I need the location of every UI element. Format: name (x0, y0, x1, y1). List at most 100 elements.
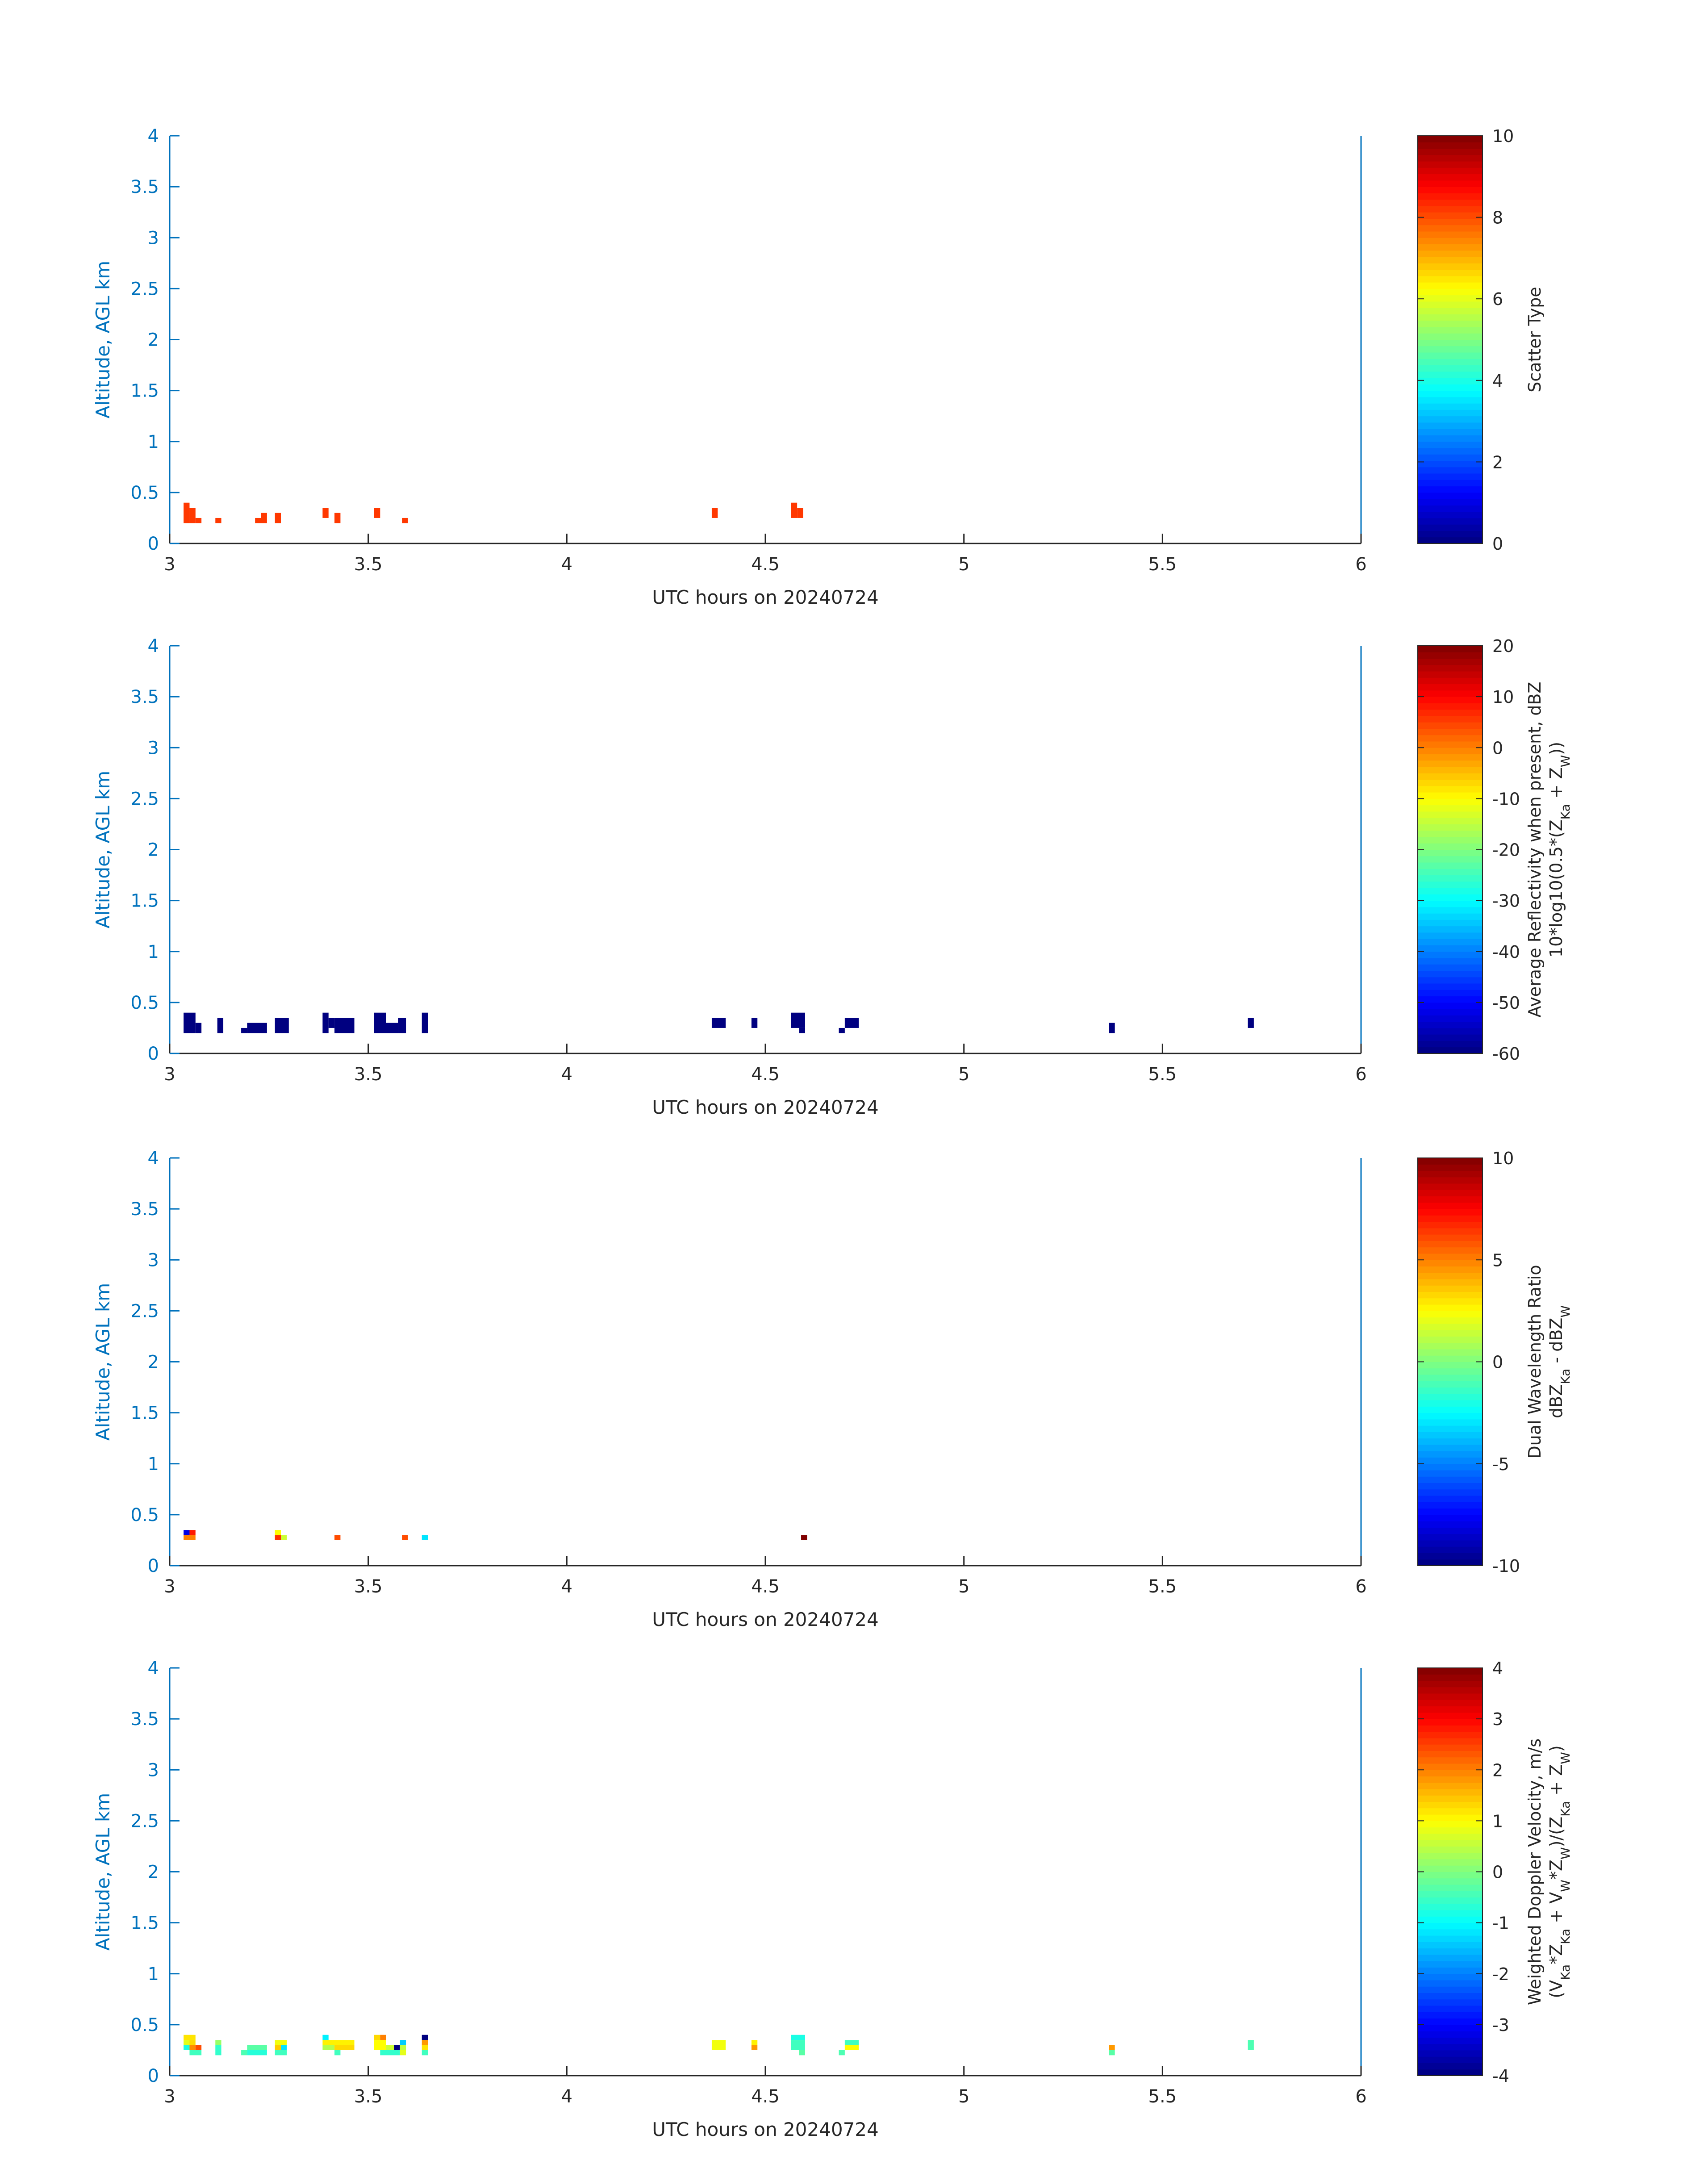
colorbar-tick-label: -10 (1492, 1556, 1520, 1576)
colorbar-swatch (1418, 1865, 1482, 1872)
heatmap-cell (1248, 2040, 1254, 2050)
heatmap-cell (322, 508, 329, 518)
colorbar-swatch (1418, 881, 1482, 888)
heatmap-cell (322, 2045, 335, 2050)
colorbar-swatch (1418, 397, 1482, 404)
x-axis-label: UTC hours on 20240724 (652, 2119, 879, 2140)
colorbar-swatch (1418, 511, 1482, 518)
colorbar-tick-label: -10 (1492, 789, 1520, 809)
heatmap-cells (184, 1530, 807, 1540)
colorbar-swatch (1418, 1680, 1482, 1688)
colorbar-swatch (1418, 1738, 1482, 1745)
colorbar-swatch (1418, 1489, 1482, 1496)
colorbar-swatch (1418, 2050, 1482, 2057)
colorbar-swatch (1418, 2056, 1482, 2063)
colorbar-swatch (1418, 836, 1482, 844)
colorbar-swatch (1418, 715, 1482, 723)
colorbar-swatch (1418, 1438, 1482, 1445)
y-tick-label: 0 (148, 1556, 159, 1576)
colorbar-tick-label: -50 (1492, 993, 1520, 1013)
colorbar-swatch (1418, 1247, 1482, 1254)
colorbar-swatch (1418, 1028, 1482, 1035)
colorbar-swatch (1418, 460, 1482, 468)
colorbar-swatch (1418, 1457, 1482, 1464)
heatmap-cell (374, 2035, 380, 2040)
heatmap-cell (751, 2040, 758, 2045)
colorbar-swatch (1418, 1839, 1482, 1847)
colorbar-swatch (1418, 1744, 1482, 1751)
heatmap-cell (189, 2045, 196, 2050)
y-tick-label: 0.5 (130, 993, 159, 1013)
colorbar-tick-label: 0 (1492, 1353, 1503, 1372)
colorbar-swatch (1418, 1501, 1482, 1509)
heatmap-cell (334, 2045, 355, 2050)
heatmap-cell (386, 2045, 398, 2050)
heatmap-cell (374, 2040, 386, 2050)
heatmap-cell (791, 2035, 805, 2040)
colorbar-swatch (1418, 798, 1482, 806)
colorbar-swatch (1418, 1552, 1482, 1560)
colorbar-swatch (1418, 1196, 1482, 1203)
colorbar-swatch (1418, 1380, 1482, 1388)
colorbar-swatch (1418, 256, 1482, 263)
colorbar-swatch (1418, 1731, 1482, 1738)
heatmap-cell (400, 2045, 406, 2050)
colorbar-swatch (1418, 352, 1482, 359)
x-tick-label: 5 (958, 1576, 969, 1597)
colorbar-swatch (1418, 1929, 1482, 1936)
colorbar-swatch (1418, 875, 1482, 882)
colorbar-swatch (1418, 907, 1482, 914)
colorbar: -10 -5 0 5 10 Dual Wavelength Ratio dBZKa - dB… (1417, 1149, 1573, 1576)
colorbar-swatch (1418, 1177, 1482, 1184)
colorbar-swatch (1418, 1425, 1482, 1432)
colorbar-swatch (1418, 1170, 1482, 1178)
colorbar-tick-label: 0 (1492, 534, 1503, 554)
y-tick-label: 1 (148, 1454, 159, 1475)
heatmap-cell (801, 1535, 807, 1540)
colorbar-swatch (1418, 1495, 1482, 1502)
heatmap-cell (184, 1530, 190, 1535)
colorbar-swatch (1418, 1903, 1482, 1910)
heatmap-cell (334, 1535, 341, 1540)
heatmap-cell (400, 2050, 406, 2056)
colorbar-swatch (1418, 1310, 1482, 1318)
colorbar-tick-label: 10 (1492, 126, 1514, 146)
x-tick-label: 3.5 (354, 1064, 383, 1085)
heatmap-cell (195, 518, 202, 523)
heatmap-cell (275, 1535, 281, 1540)
colorbar-swatch (1418, 1687, 1482, 1694)
colorbar-swatch (1418, 1047, 1482, 1054)
heatmap-cell (275, 2040, 287, 2045)
colorbar-swatch (1418, 447, 1482, 455)
y-tick-label: 1.5 (130, 1403, 159, 1424)
heatmap-cell (241, 2050, 247, 2056)
colorbar-swatch (1418, 1021, 1482, 1028)
colorbar-swatch (1418, 1419, 1482, 1426)
heatmap-cell (1248, 1018, 1254, 1028)
colorbar-swatch (1418, 1993, 1482, 2000)
colorbar-swatch (1418, 1795, 1482, 1802)
colorbar-swatch (1418, 849, 1482, 857)
heatmap-cell (328, 1018, 335, 1028)
colorbar-swatch (1418, 1008, 1482, 1015)
colorbar-swatch (1418, 696, 1482, 703)
colorbar-swatch (1418, 983, 1482, 990)
heatmap-cell (374, 1012, 386, 1033)
colorbar-swatch (1418, 1935, 1482, 1942)
heatmap-cell (394, 2045, 400, 2050)
colorbar-swatch (1418, 1285, 1482, 1292)
colorbar-swatch (1418, 2011, 1482, 2019)
colorbar-swatch (1418, 1859, 1482, 1866)
y-tick-label: 4 (148, 1148, 159, 1169)
colorbar-swatch (1418, 684, 1482, 691)
colorbar-tick-label: -4 (1492, 2066, 1509, 2086)
colorbar-swatch (1418, 142, 1482, 149)
colorbar-swatch (1418, 1769, 1482, 1777)
heatmap-cell (195, 2045, 202, 2050)
y-tick-label: 0.5 (130, 483, 159, 503)
colorbar-swatch (1418, 1164, 1482, 1171)
colorbar-frame (1417, 135, 1483, 544)
heatmap-cell (241, 1028, 247, 1033)
colorbar-swatch (1418, 135, 1482, 142)
colorbar-swatch (1418, 1699, 1482, 1707)
